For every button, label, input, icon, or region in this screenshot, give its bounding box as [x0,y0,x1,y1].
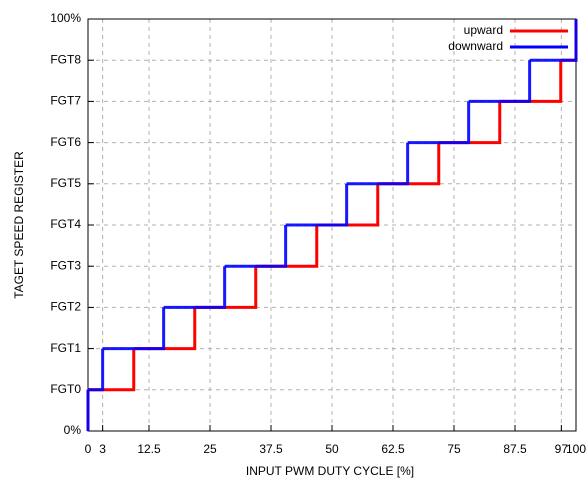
y-axis-label: TAGET SPEED REGISTER [12,151,26,299]
x-tick-label: 97 [555,442,569,456]
x-tick-label: 3 [99,442,106,456]
step-segment [285,183,349,227]
y-tick-label: FGT2 [50,300,81,314]
y-tick-label: FGT7 [50,94,81,108]
x-tick-label: 75 [447,442,461,456]
step-segment [102,307,166,351]
step-segment [407,101,471,145]
y-tick-label: FGT6 [50,135,81,149]
legend-label: downward [448,39,503,53]
x-tick-label: 62.5 [381,442,405,456]
x-tick-label: 0 [85,442,92,456]
y-tick-label: FGT3 [50,258,81,272]
legend-label: upward [464,23,503,37]
x-tick-label: 25 [203,442,217,456]
y-tick-label: FGT4 [50,217,81,231]
y-tick-label: 100% [50,11,81,25]
step-segment [88,348,105,392]
x-tick-label: 50 [325,442,339,456]
step-segment [346,142,410,186]
step-segment [88,348,136,392]
x-tick-label: 87.5 [503,442,527,456]
step-segment [529,19,578,62]
plot-frame [87,18,577,432]
y-tick-label: FGT5 [50,176,81,190]
step-segment [163,266,227,309]
y-tick-label: FGT8 [50,52,81,66]
x-axis-label: INPUT PWM DUTY CYCLE [%] [246,464,414,478]
x-tick-label: 100 [566,442,586,456]
y-tick-label: FGT1 [50,341,81,355]
step-segment [224,225,288,268]
step-segment [468,60,532,103]
y-tick-label: 0% [64,423,82,437]
x-tick-label: 37.5 [259,442,283,456]
step-segment [560,19,578,62]
x-tick-label: 12.5 [137,442,161,456]
y-tick-label: FGT0 [50,382,81,396]
